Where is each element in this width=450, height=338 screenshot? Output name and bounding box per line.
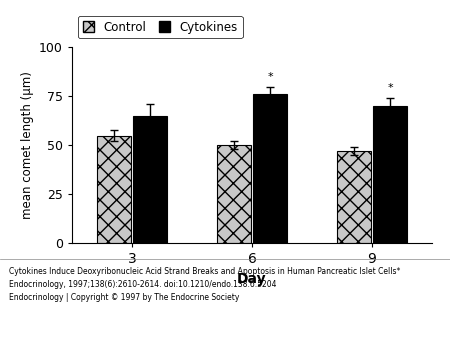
Text: *: * (267, 72, 273, 81)
Bar (253, 94, 287, 243)
X-axis label: Day: Day (237, 272, 267, 286)
Bar (97, 136, 131, 243)
Text: Cytokines Induce Deoxyribonucleic Acid Strand Breaks and Apoptosis in Human Panc: Cytokines Induce Deoxyribonucleic Acid S… (9, 267, 400, 302)
Legend: Control, Cytokines: Control, Cytokines (78, 16, 243, 38)
Y-axis label: mean comet length (µm): mean comet length (µm) (21, 71, 34, 219)
Bar (133, 116, 167, 243)
Text: *: * (387, 83, 393, 93)
Bar (337, 151, 371, 243)
Bar (373, 106, 407, 243)
Bar (217, 145, 251, 243)
